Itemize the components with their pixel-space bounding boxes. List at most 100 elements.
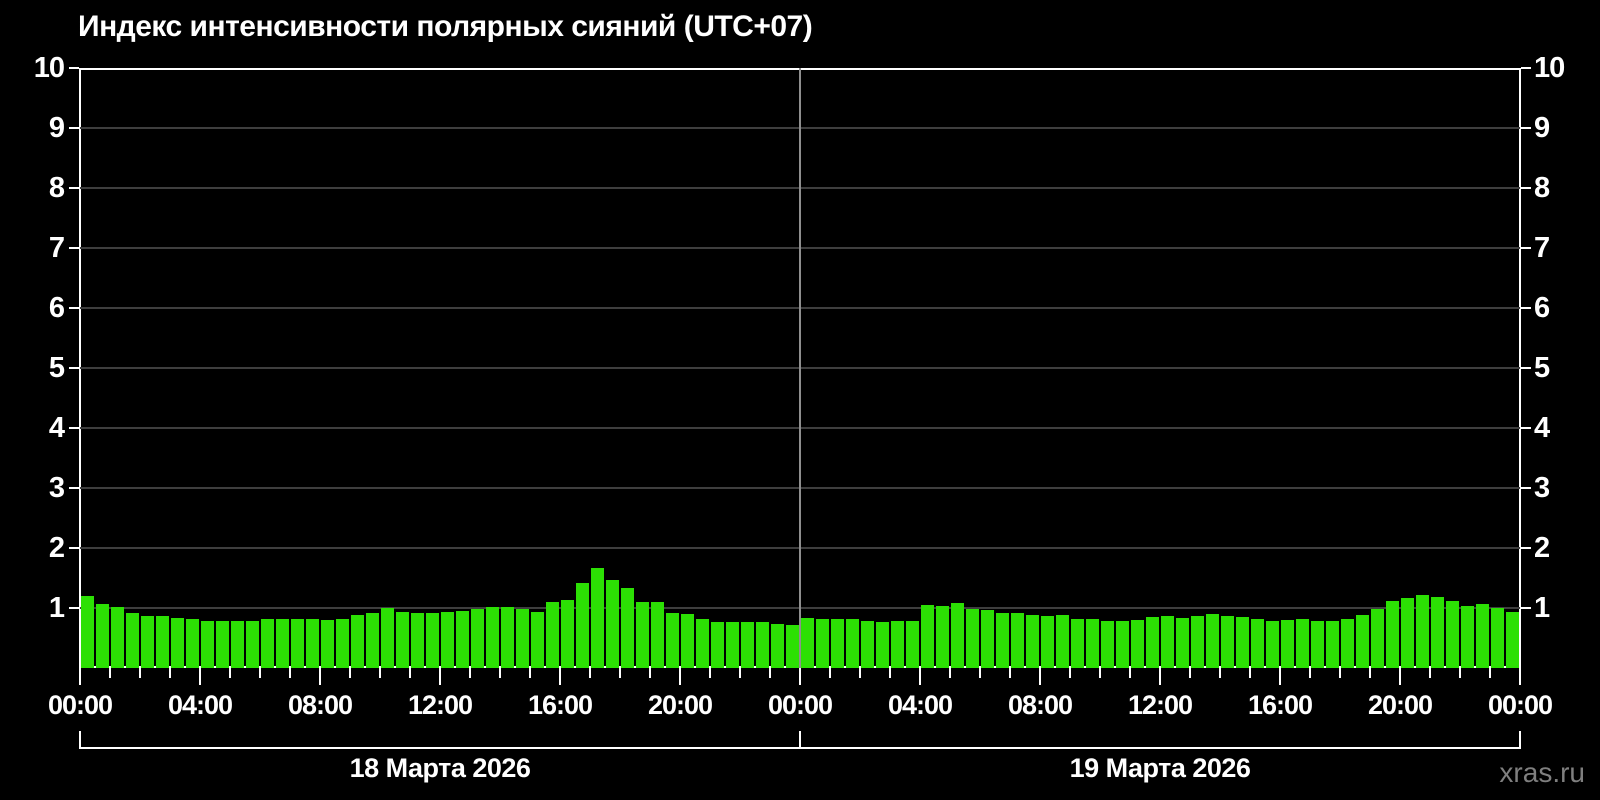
y-tick-label: 10 [33,52,65,84]
x-minor-tick [829,668,831,678]
bar [561,600,574,668]
y-tick-label: 1 [1534,592,1550,624]
bar [1251,619,1264,668]
bar [1071,619,1084,668]
bar [981,610,994,668]
plot-area [80,68,1520,668]
x-major-tick [1039,668,1041,685]
bar [1221,616,1234,668]
y-tick [69,547,79,549]
bar [771,624,784,668]
bar [621,588,634,668]
bar [1176,618,1189,668]
bar [861,621,874,668]
x-major-tick [439,668,441,685]
x-major-tick [919,668,921,685]
bar [336,619,349,668]
x-minor-tick [529,668,531,678]
x-minor-tick [259,668,261,678]
bar [171,618,184,668]
x-minor-tick [1129,668,1131,678]
bar [1311,621,1324,668]
bar [156,616,169,668]
bar [786,625,799,668]
y-tick-label: 6 [48,292,65,324]
x-minor-tick [1069,668,1071,678]
bar [111,607,124,668]
y-tick-label: 9 [1534,112,1550,144]
bar [1401,598,1414,668]
bar [591,568,604,668]
y-tick-label: 10 [1534,52,1565,84]
bar [141,616,154,668]
x-major-tick [1399,668,1401,685]
bar [126,613,139,668]
date-bracket-tick [799,731,801,749]
bar [1161,616,1174,668]
y-tick [1521,547,1531,549]
y-tick [69,427,79,429]
x-minor-tick [979,668,981,678]
bar [1416,595,1429,668]
bar [486,607,499,668]
y-tick [69,187,79,189]
bar [1341,619,1354,668]
bar [1281,620,1294,668]
x-major-tick [799,668,801,685]
bar [1131,620,1144,668]
x-minor-tick [229,668,231,678]
x-tick-label: 16:00 [527,690,593,720]
x-minor-tick [109,668,111,678]
x-major-tick [199,668,201,685]
bar [1461,606,1474,668]
bar [1386,601,1399,668]
bar [186,619,199,668]
y-tick [69,607,79,609]
x-major-tick [1519,668,1521,685]
plot-frame-right [1519,68,1521,668]
bar [816,619,829,668]
bar [321,620,334,668]
y-tick-label: 9 [48,112,65,144]
y-tick [69,487,79,489]
y-tick-label: 8 [48,172,65,204]
bar [1191,616,1204,668]
x-major-tick [79,668,81,685]
x-major-tick [559,668,561,685]
bar [801,618,814,668]
y-tick [69,127,79,129]
bar [441,612,454,668]
bar [636,602,649,668]
x-minor-tick [709,668,711,678]
y-tick-label: 5 [48,352,65,384]
bar [216,621,229,668]
y-tick-label: 5 [1534,352,1550,384]
x-minor-tick [1369,668,1371,678]
x-minor-tick [1339,668,1341,678]
y-tick [1521,127,1531,129]
bar [951,603,964,668]
y-tick-label: 2 [48,532,65,564]
bar [516,609,529,668]
x-minor-tick [1489,668,1491,678]
bar [546,602,559,668]
bar [396,612,409,668]
x-minor-tick [469,668,471,678]
x-minor-tick [889,668,891,678]
watermark: xras.ru [1499,757,1585,788]
bar [1236,617,1249,668]
bar [351,615,364,668]
x-major-tick [679,668,681,685]
bar [456,611,469,668]
x-tick-label: 04:00 [167,690,233,720]
bar [381,608,394,668]
x-major-tick [1279,668,1281,685]
y-tick-label: 1 [48,592,65,624]
bar [966,609,979,668]
bar [531,612,544,668]
y-tick [69,367,79,369]
bar [726,622,739,668]
bar [1041,616,1054,668]
x-minor-tick [1009,668,1011,678]
bar [921,605,934,668]
